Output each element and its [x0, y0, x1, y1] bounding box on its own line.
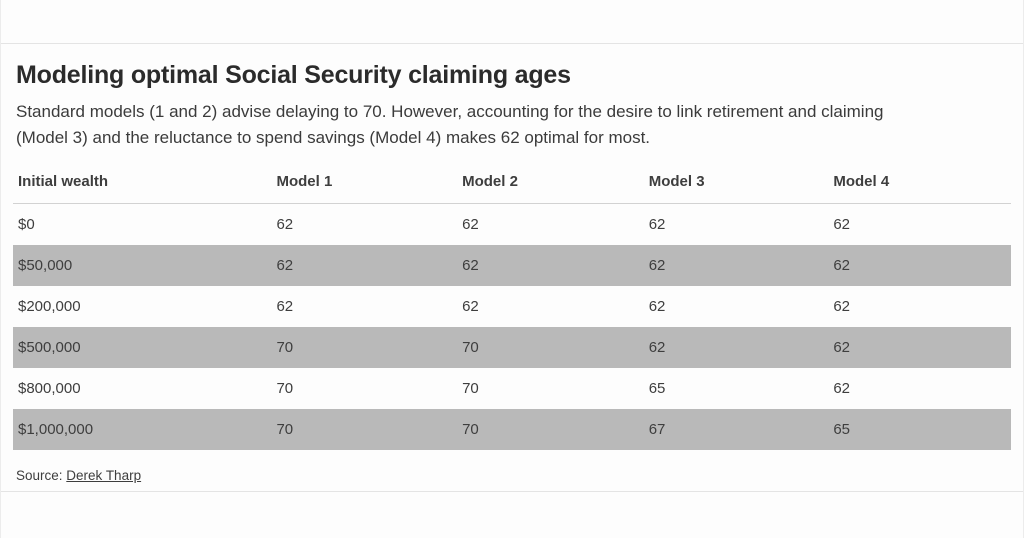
table-cell: 70 — [276, 379, 294, 397]
column-header-initial-wealth: Initial wealth — [13, 164, 272, 204]
table-cell: 62 — [828, 326, 1011, 368]
row-label: $1,000,000 — [13, 408, 272, 450]
row-label: $200,000 — [18, 297, 81, 315]
table-cell: 70 — [271, 326, 458, 368]
column-header-model-1: Model 1 — [271, 164, 458, 204]
table-cell: 65 — [648, 379, 666, 397]
table-cell: 62 — [457, 244, 644, 286]
table-cell: 62 — [643, 244, 829, 286]
column-header-model-2: Model 2 — [457, 164, 644, 204]
bottom-divider — [1, 491, 1023, 492]
chart-header: Modeling optimal Social Security claimin… — [1, 60, 1023, 151]
table-cell: 62 — [828, 244, 1011, 286]
row-label: $800,000 — [18, 379, 81, 397]
table-row: $0 62 62 62 62 — [13, 204, 1011, 245]
claiming-age-table: Initial wealth Model 1 Model 2 Model 3 M… — [13, 164, 1011, 450]
row-label: $0 — [18, 215, 35, 233]
source-line: Source: Derek Tharp — [16, 468, 1008, 483]
table-cell: 62 — [648, 215, 666, 233]
table-row: $500,000 70 70 62 62 — [13, 326, 1011, 368]
table-cell: 62 — [833, 297, 851, 315]
row-label: $500,000 — [13, 326, 272, 368]
table-row: $200,000 62 62 62 62 — [13, 286, 1011, 327]
table-cell: 62 — [271, 244, 458, 286]
source-link[interactable]: Derek Tharp — [66, 467, 142, 483]
table-row: $800,000 70 70 65 62 — [13, 368, 1011, 409]
table-cell: 67 — [643, 408, 829, 450]
table-cell: 70 — [462, 379, 479, 397]
table-cell: 70 — [271, 408, 458, 450]
table-cell: 62 — [462, 297, 479, 315]
table-cell: 65 — [828, 408, 1011, 450]
table-header-row: Initial wealth Model 1 Model 2 Model 3 M… — [13, 164, 1011, 204]
chart-title: Modeling optimal Social Security claimin… — [16, 61, 571, 89]
table-row: $50,000 62 62 62 62 — [13, 244, 1011, 286]
subtitle-line-1: Standard models (1 and 2) advise delayin… — [16, 102, 884, 121]
table-cell: 62 — [643, 326, 829, 368]
source-label: Source: — [16, 467, 63, 483]
table-row: $1,000,000 70 70 67 65 — [13, 408, 1011, 450]
table-cell: 62 — [276, 297, 294, 315]
table-cell: 62 — [462, 215, 479, 233]
chart-subtitle: Standard models (1 and 2) advise delayin… — [16, 99, 1008, 151]
column-header-model-3: Model 3 — [643, 164, 829, 204]
table-body: $0 62 62 62 62 $50,000 62 62 62 62 $200,000 62 62 62 6… — [13, 204, 1011, 450]
table-cell: 62 — [276, 215, 294, 233]
table-cell: 62 — [833, 379, 851, 397]
column-header-model-4: Model 4 — [828, 164, 1011, 204]
table-cell: 70 — [457, 408, 644, 450]
top-divider-strip — [1, 0, 1023, 44]
table-container: Initial wealth Model 1 Model 2 Model 3 M… — [1, 164, 1023, 450]
table-cell: 62 — [648, 297, 666, 315]
subtitle-line-2: (Model 3) and the reluctance to spend sa… — [16, 128, 651, 147]
table-cell: 62 — [833, 215, 851, 233]
row-label: $50,000 — [13, 244, 272, 286]
chart-footer: Source: Derek Tharp — [1, 468, 1023, 483]
table-cell: 70 — [457, 326, 644, 368]
